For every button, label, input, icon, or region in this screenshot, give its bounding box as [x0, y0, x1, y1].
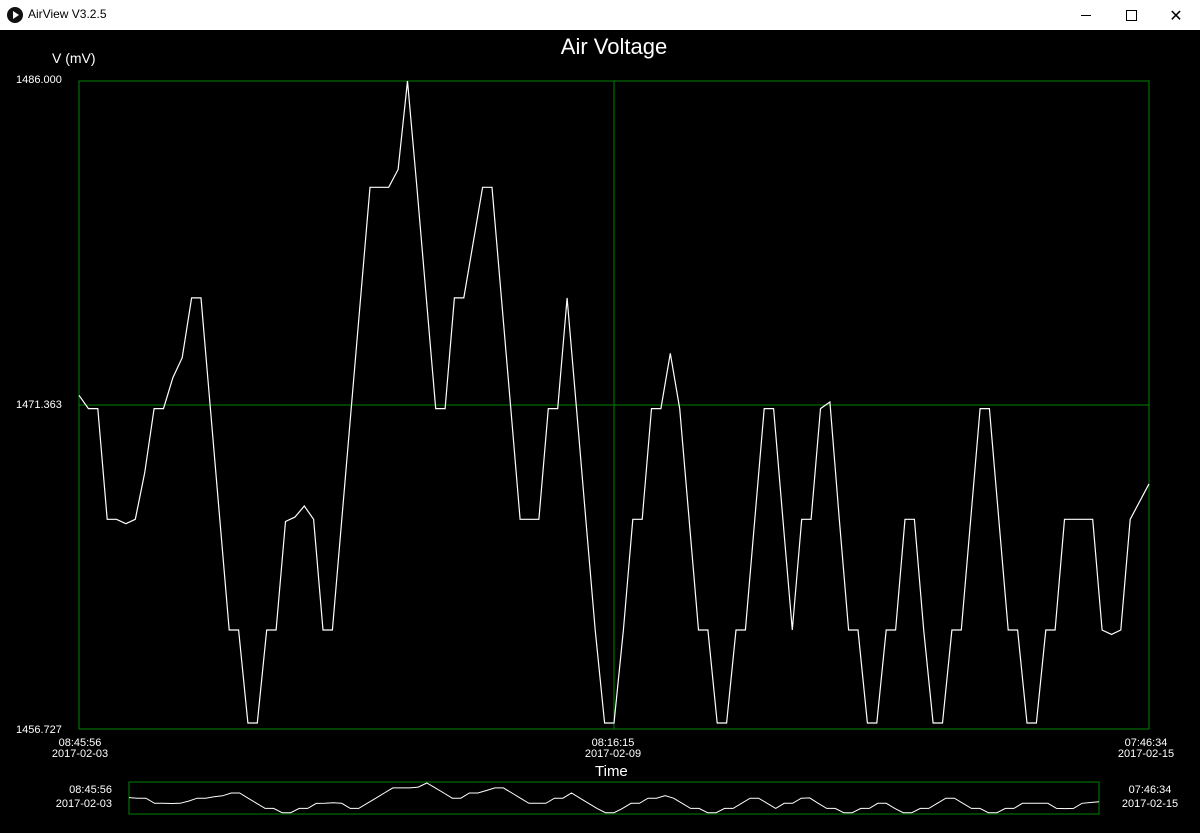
- x-tick-middle-time: 08:16:15: [591, 737, 635, 749]
- y-tick-min: 1456.727: [16, 724, 62, 736]
- overview-start-time: 08:45:56: [69, 784, 112, 796]
- x-axis-label: Time: [595, 763, 628, 780]
- close-icon: ✕: [1169, 5, 1183, 25]
- x-tick-end-date: 2017-02-15: [1117, 748, 1175, 760]
- overview-series-line: [128, 782, 1100, 814]
- maximize-icon: [1125, 9, 1137, 21]
- overview-end-date: 2017-02-15: [1121, 798, 1179, 810]
- x-tick-start: 08:45:56 2017-02-03: [42, 738, 118, 760]
- overview-start-date: 2017-02-03: [55, 798, 112, 810]
- title-bar: AirView V3.2.5 ✕: [0, 0, 1200, 30]
- chart-title: Air Voltage: [560, 34, 668, 59]
- x-tick-middle-date: 2017-02-09: [584, 748, 642, 760]
- minimize-icon: [1081, 14, 1091, 16]
- minimize-button[interactable]: [1063, 0, 1109, 30]
- y-tick-mid: 1471.363: [16, 399, 62, 411]
- play-circle-icon: [7, 7, 23, 23]
- x-tick-end-time: 07:46:34: [1124, 737, 1168, 749]
- close-button[interactable]: ✕: [1153, 0, 1199, 30]
- overview-end-time: 07:46:34: [1128, 784, 1172, 796]
- overview-end-label: 07:46:34 2017-02-15: [1110, 783, 1190, 811]
- y-tick-max: 1486.000: [16, 74, 62, 86]
- voltage-series-line: [78, 80, 1150, 724]
- y-axis-label: V (mV): [52, 50, 96, 66]
- maximize-button[interactable]: [1108, 0, 1154, 30]
- window-title: AirView V3.2.5: [28, 7, 107, 21]
- x-tick-start-time: 08:45:56: [58, 737, 102, 749]
- x-tick-end: 07:46:34 2017-02-15: [1106, 738, 1186, 760]
- x-tick-middle: 08:16:15 2017-02-09: [575, 738, 651, 760]
- overview-start-label: 08:45:56 2017-02-03: [52, 783, 112, 811]
- x-tick-start-date: 2017-02-03: [51, 748, 109, 760]
